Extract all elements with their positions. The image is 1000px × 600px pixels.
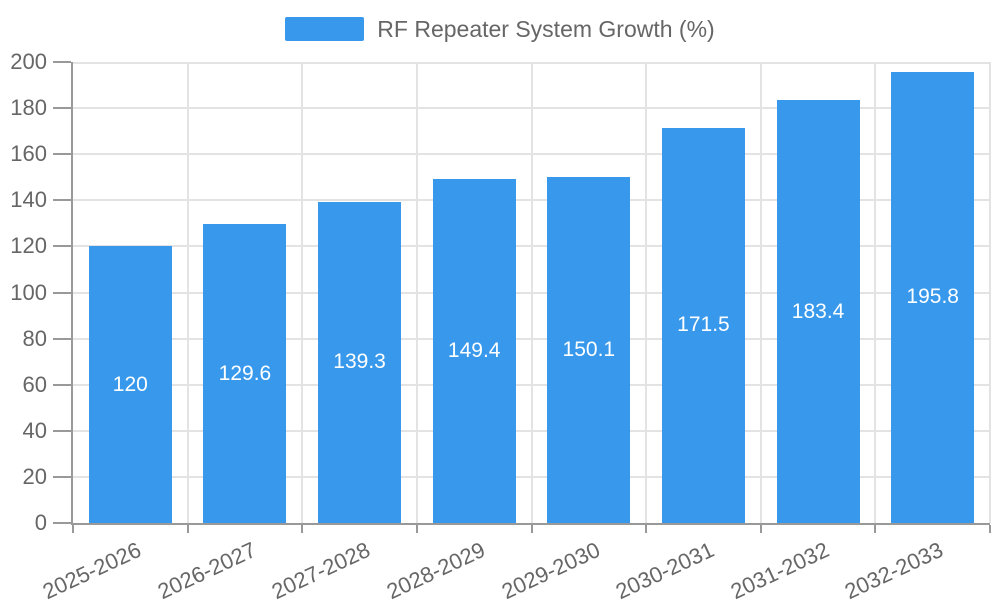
y-tick-label: 80 [22, 325, 47, 351]
x-axis-tick [874, 525, 877, 533]
x-tick-label: 2026-2027 [153, 537, 260, 600]
x-gridline [759, 62, 762, 523]
y-tick-label: 200 [10, 49, 47, 74]
bar-2030-2031[interactable] [661, 127, 745, 523]
legend-label: RF Repeater System Growth (%) [377, 16, 715, 42]
y-axis-tick [53, 383, 71, 386]
bar-2026-2027[interactable] [203, 224, 287, 523]
y-axis-tick [53, 291, 71, 294]
x-axis-tick [530, 525, 533, 533]
x-axis-tick [989, 525, 991, 533]
y-tick-label: 120 [10, 233, 47, 259]
x-axis-tick [415, 525, 418, 533]
x-axis-tick [759, 525, 762, 533]
y-axis-tick [53, 199, 71, 202]
x-tick-label: 2032-2033 [841, 537, 948, 600]
x-axis-tick [72, 525, 74, 533]
bar-2027-2028[interactable] [318, 201, 402, 523]
bar-2031-2032[interactable] [776, 100, 860, 523]
y-axis-tick [53, 153, 71, 156]
x-gridline [415, 62, 418, 523]
plot-area: 0 20 40 60 80 100 120 140 160 180 200 120 2025-2026 1… [10, 49, 991, 600]
x-axis-line [71, 523, 990, 525]
chart-legend[interactable]: RF Repeater System Growth (%) [0, 16, 1000, 42]
x-tick-label: 2031-2032 [726, 537, 833, 600]
x-gridline [530, 62, 533, 523]
y-tick-label: 60 [22, 371, 47, 397]
bar-2025-2026[interactable] [88, 246, 172, 523]
x-axis-tick [645, 525, 648, 533]
y-tick-label: 100 [10, 279, 47, 305]
x-gridline [301, 62, 304, 523]
y-axis-tick [53, 337, 71, 340]
x-gridline [874, 62, 877, 523]
y-tick-label: 180 [10, 95, 47, 121]
x-tick-label: 2029-2030 [497, 537, 604, 600]
x-tick-label: 2027-2028 [268, 537, 375, 600]
y-axis-tick [53, 61, 71, 63]
y-tick-label: 0 [34, 510, 47, 535]
y-tick-label: 20 [22, 463, 47, 489]
x-gridline [989, 62, 991, 523]
y-axis-tick [53, 107, 71, 110]
x-tick-label: 2030-2031 [612, 537, 719, 600]
x-gridline [186, 62, 189, 523]
y-axis-tick [53, 475, 71, 478]
y-tick-label: 140 [10, 187, 47, 213]
bar-2029-2030[interactable] [547, 177, 631, 523]
x-axis-tick [186, 525, 189, 533]
x-axis-tick [301, 525, 304, 533]
y-tick-label: 40 [22, 417, 47, 443]
x-gridline [645, 62, 648, 523]
y-axis-tick [53, 429, 71, 432]
x-tick-label: 2028-2029 [382, 537, 489, 600]
x-tick-label: 2025-2026 [38, 537, 145, 600]
legend-swatch [285, 17, 365, 41]
y-axis-tick [53, 245, 71, 248]
bar-2028-2029[interactable] [432, 178, 516, 523]
bar-2032-2033[interactable] [891, 71, 975, 523]
y-axis-tick [53, 522, 71, 524]
y-tick-label: 160 [10, 141, 47, 167]
y-axis-line [71, 62, 73, 525]
